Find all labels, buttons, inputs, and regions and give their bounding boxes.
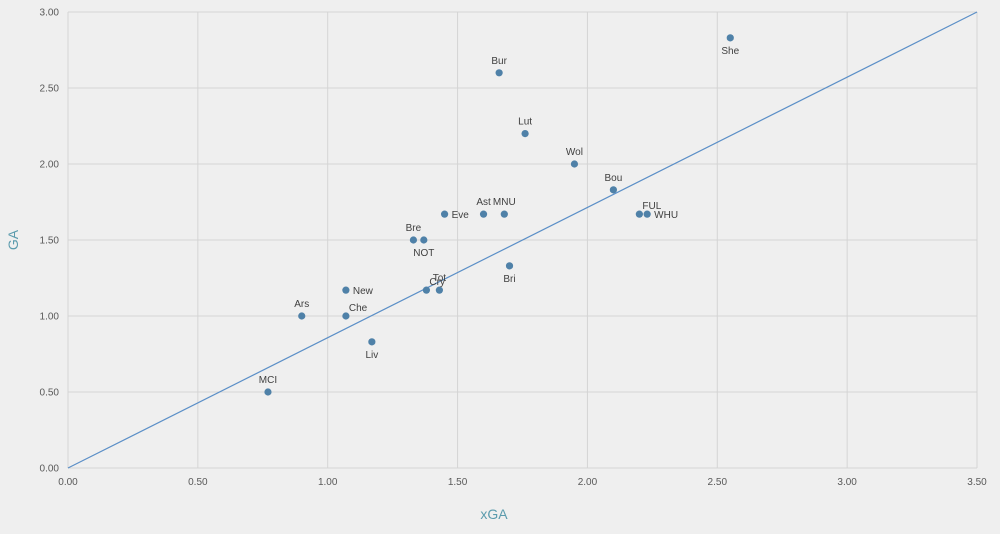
y-tick-label: 3.00: [40, 8, 60, 19]
data-point-label: Ars: [294, 299, 309, 310]
data-point-label: WHU: [654, 210, 678, 221]
y-tick-label: 1.50: [40, 236, 60, 247]
data-point-label: Bri: [503, 274, 515, 285]
data-point: [440, 210, 449, 218]
y-tick-label: 2.00: [40, 160, 60, 171]
data-point: [521, 130, 529, 138]
data-point-label: Cry: [429, 277, 445, 288]
data-point: [342, 286, 350, 294]
data-point: [500, 210, 508, 218]
y-tick-label: 2.50: [40, 84, 60, 95]
x-tick-label: 2.50: [708, 477, 728, 488]
y-tick-label: 0.00: [40, 464, 60, 475]
data-point-label: Bou: [605, 173, 623, 184]
data-point-label: Bre: [406, 223, 422, 234]
data-point-label: New: [353, 286, 374, 297]
tick-labels: 0.00 0.50 1.00 1.50 2.00 2.50 3.00 3.50 0.00 0.50…: [40, 8, 988, 489]
data-point-label: MCI: [259, 375, 277, 386]
data-point: [368, 338, 376, 346]
data-point: [420, 236, 428, 244]
data-point: [435, 286, 443, 294]
data-point: [643, 210, 651, 218]
data-point-label: Liv: [365, 350, 378, 361]
x-tick-label: 1.00: [318, 477, 338, 488]
data-points: [264, 34, 734, 396]
data-point: [479, 210, 488, 218]
data-point: [505, 262, 514, 270]
data-point-label: FUL: [642, 201, 661, 212]
data-point: [409, 236, 418, 244]
y-tick-label: 1.00: [40, 312, 60, 323]
data-point-label: MNU: [493, 197, 516, 208]
data-point-label: Wol: [566, 147, 583, 158]
data-point: [570, 160, 579, 168]
x-tick-label: 0.50: [188, 477, 208, 488]
data-point: [342, 312, 350, 320]
data-point-label: NOT: [413, 248, 434, 259]
data-point-label: She: [721, 46, 739, 57]
x-axis-title: xGA: [480, 506, 508, 522]
reference-line: [67, 11, 978, 469]
data-point: [422, 286, 431, 294]
x-tick-label: 3.00: [837, 477, 857, 488]
data-point-label: Che: [349, 303, 368, 314]
data-point: [726, 34, 734, 42]
y-axis-title: GA: [5, 229, 21, 250]
data-point: [298, 312, 306, 320]
data-point-label: Tot: [433, 273, 447, 284]
x-tick-label: 3.50: [967, 477, 987, 488]
data-point: [609, 186, 618, 194]
data-point-label: Eve: [452, 210, 470, 221]
x-tick-label: 0.00: [58, 477, 78, 488]
data-point: [264, 388, 272, 396]
x-tick-label: 1.50: [448, 477, 468, 488]
y-tick-label: 0.50: [40, 388, 60, 399]
data-point: [635, 210, 643, 218]
data-point: [495, 69, 503, 77]
data-point-label: Bur: [491, 56, 507, 67]
data-point-label: Ast: [476, 197, 491, 208]
x-tick-label: 2.00: [578, 477, 598, 488]
data-point-label: Lut: [518, 117, 532, 128]
reference-line-group: [67, 11, 978, 469]
